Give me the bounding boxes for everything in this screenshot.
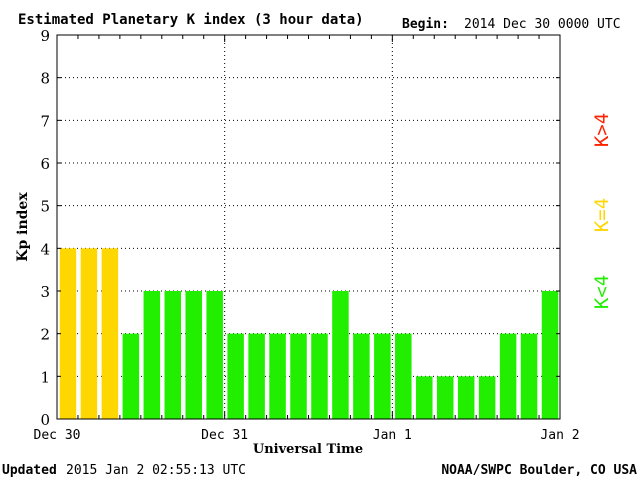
begin-label: Begin: [402,17,449,32]
bar [395,333,412,419]
x-tick-label: Jan 1 [373,428,412,443]
bar [520,333,538,419]
bar [122,333,140,419]
bar [374,333,391,419]
y-tick-label: 6 [40,155,50,173]
bar [143,291,161,419]
bar [332,291,349,419]
grid-lines [57,35,560,419]
legend-item: K=4 [591,198,613,232]
bar [227,333,244,419]
y-tick-label: 3 [40,283,50,301]
bar [478,376,496,419]
bars [59,248,559,419]
bar [164,291,182,419]
bar [206,291,223,419]
x-tick-label: Jan 2 [540,428,579,443]
bar [499,333,517,419]
bar [436,376,454,419]
legend-item: K>4 [591,113,613,147]
y-axis-label: Kp index [15,192,31,262]
bar [269,333,286,419]
bar [80,248,98,419]
x-axis-label: Universal Time [253,442,363,457]
bar [311,333,328,419]
y-axis: 0 1 2 3 4 5 6 7 8 9 [40,27,560,429]
bar [101,248,119,419]
bar [185,291,202,419]
y-tick-label: 5 [40,198,50,216]
x-tick-label: Dec 31 [201,428,248,443]
y-tick-label: 1 [40,368,50,386]
credit-text: NOAA/SWPC Boulder, CO USA [441,463,637,478]
bar [290,333,307,419]
bar [59,248,77,419]
legend: K<4 K=4 K>4 [591,113,613,309]
y-tick-label: 2 [40,326,50,344]
y-tick-label: 8 [40,70,50,88]
bar [353,333,370,419]
y-tick-label: 0 [40,411,50,429]
chart-title: Estimated Planetary K index (3 hour data… [18,12,364,28]
begin-value: 2014 Dec 30 0000 UTC [464,17,621,32]
y-tick-label: 9 [40,27,50,45]
bar [248,333,265,419]
x-axis: Dec 30 Dec 31 Jan 1 Jan 2 [34,35,580,443]
x-tick-label: Dec 30 [34,428,81,443]
y-tick-label: 7 [40,112,50,130]
y-tick-label: 4 [40,240,50,258]
bar [541,291,559,419]
legend-item: K<4 [591,275,613,309]
bar [416,376,433,419]
bar [457,376,475,419]
updated-value: 2015 Jan 2 02:55:13 UTC [66,463,246,478]
updated-label: Updated [2,463,57,478]
